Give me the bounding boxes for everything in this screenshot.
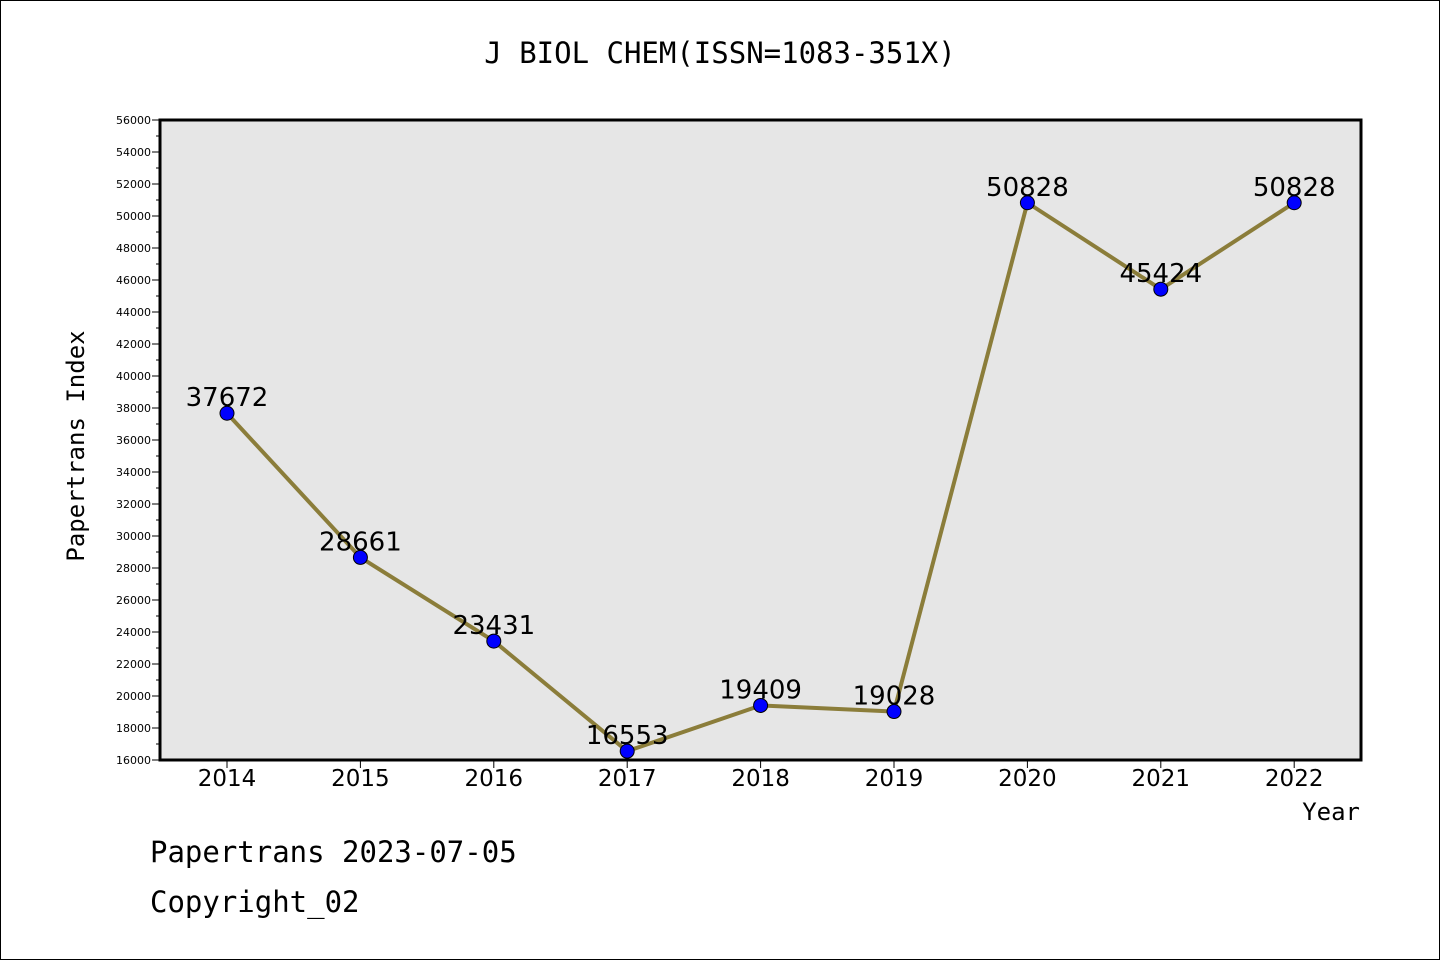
footer-copyright: Copyright_02 (150, 885, 360, 919)
y-axis-label: Papertrans Index (62, 330, 90, 561)
y-tick-label: 50000 (116, 210, 151, 223)
data-label: 16553 (586, 721, 669, 751)
plot-area (160, 120, 1361, 760)
data-point-marker (886, 704, 902, 720)
y-tick-label: 54000 (116, 146, 151, 159)
y-tick-label: 26000 (116, 594, 151, 607)
data-point-marker (619, 743, 635, 759)
y-tick-label: 34000 (116, 466, 151, 479)
y-tick-label: 24000 (116, 626, 151, 639)
plot-border (158, 118, 1363, 762)
data-label: 50828 (986, 173, 1069, 203)
data-point-marker (1153, 281, 1169, 297)
data-label: 23431 (452, 611, 535, 641)
y-tick-label: 48000 (116, 242, 151, 255)
x-tick-label: 2022 (1265, 766, 1324, 792)
y-tick-label: 30000 (116, 530, 151, 543)
x-tick-label: 2014 (198, 766, 257, 792)
data-label: 28661 (319, 527, 402, 557)
y-tick-label: 52000 (116, 178, 151, 191)
y-tick-label: 46000 (116, 274, 151, 287)
y-tick-label: 28000 (116, 562, 151, 575)
x-tick-label: 2017 (598, 766, 657, 792)
x-tick-label: 2019 (865, 766, 924, 792)
x-tick-label: 2021 (1132, 766, 1191, 792)
y-tick-label: 56000 (116, 114, 151, 127)
y-tick-label: 16000 (116, 754, 151, 767)
x-tick-label: 2020 (998, 766, 1057, 792)
data-point-marker (219, 405, 235, 421)
y-tick-label: 44000 (116, 306, 151, 319)
y-tick-label: 22000 (116, 658, 151, 671)
data-point-marker (1019, 195, 1035, 211)
data-label: 45424 (1119, 259, 1202, 289)
x-axis-label: Year (1302, 798, 1360, 826)
chart-title: J BIOL CHEM(ISSN=1083-351X) (484, 36, 956, 70)
data-point-marker (486, 633, 502, 649)
data-label: 19409 (719, 675, 802, 705)
y-tick-label: 42000 (116, 338, 151, 351)
y-tick-label: 40000 (116, 370, 151, 383)
y-tick-label: 18000 (116, 722, 151, 735)
y-tick-label: 32000 (116, 498, 151, 511)
data-label: 50828 (1253, 173, 1336, 203)
y-tick-label: 36000 (116, 434, 151, 447)
data-point-marker (753, 697, 769, 713)
footer-date: Papertrans 2023-07-05 (150, 835, 517, 869)
x-tick-label: 2016 (465, 766, 524, 792)
data-point-marker (1286, 195, 1302, 211)
y-tick-label: 38000 (116, 402, 151, 415)
y-tick-label: 20000 (116, 690, 151, 703)
x-tick-label: 2018 (731, 766, 790, 792)
x-tick-label: 2015 (331, 766, 390, 792)
data-label: 19028 (853, 682, 936, 712)
data-point-marker (352, 549, 368, 565)
data-label: 37672 (186, 383, 269, 413)
